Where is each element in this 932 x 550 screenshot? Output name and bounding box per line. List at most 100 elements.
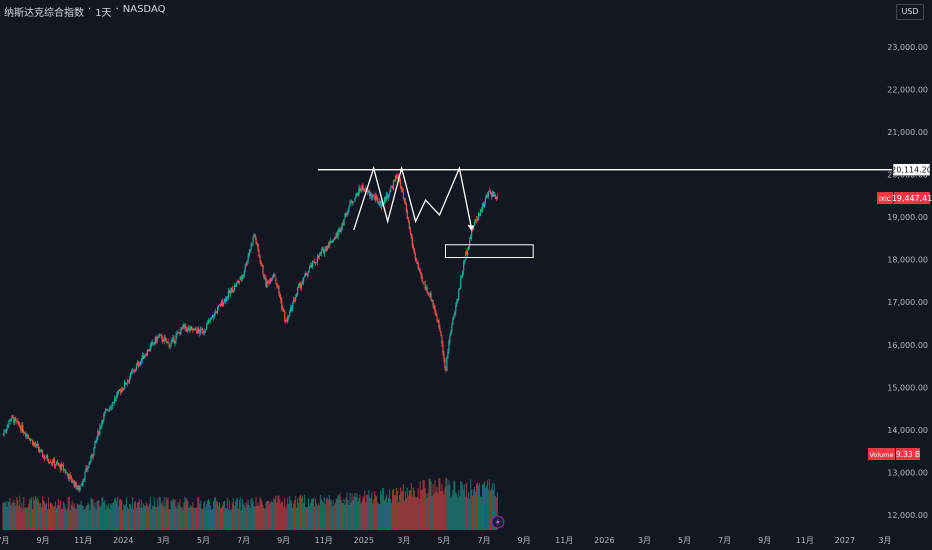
volume-bar (55, 507, 57, 530)
volume-bar (436, 486, 438, 530)
candle-body (381, 201, 383, 208)
candle-body (292, 303, 294, 312)
volume-bar (449, 485, 451, 530)
candle-body (377, 197, 379, 204)
candle-body (431, 300, 433, 302)
volume-bar (307, 498, 310, 530)
volume-bar (250, 499, 252, 530)
candle-body (429, 292, 431, 295)
volume-bar (302, 495, 304, 530)
volume-bar (46, 509, 49, 530)
candle-body (270, 278, 272, 281)
candle-body (483, 203, 486, 208)
volume-bar (468, 492, 470, 530)
volume-bar (432, 484, 434, 530)
candle-body (444, 359, 446, 368)
candle-body (308, 267, 311, 270)
volume-bar (377, 502, 379, 530)
candle-body (136, 362, 139, 366)
candle-body (324, 246, 326, 250)
candle-body (62, 465, 64, 470)
volume-bar (396, 490, 399, 530)
volume-bar (271, 500, 273, 530)
candle-body (320, 250, 322, 254)
volume-bar (458, 490, 460, 530)
candle-body (38, 449, 41, 452)
candle-body (306, 274, 309, 276)
volume-bar (249, 508, 251, 530)
volume-bar (339, 493, 341, 530)
candle-body (42, 455, 45, 458)
candle-body (169, 345, 171, 347)
volume-bar (363, 496, 365, 530)
volume-bar (335, 499, 337, 530)
volume-bar (355, 497, 357, 530)
volume-bar (140, 499, 142, 530)
volume-bar (66, 508, 68, 530)
symbol-header: 纳斯达克综合指数 · 1天 · NASDAQ (4, 4, 165, 19)
volume-bar (105, 509, 107, 530)
volume-bar (422, 480, 424, 530)
volume-bar (245, 502, 247, 530)
candle-body (368, 191, 370, 193)
currency-button[interactable]: USD (896, 4, 924, 20)
volume-bar (243, 504, 245, 530)
candle-body (167, 341, 169, 343)
candle-body (374, 196, 376, 200)
volume-bar (275, 495, 277, 530)
candle-body (96, 437, 98, 442)
candle-body (299, 283, 302, 289)
volume-bar (384, 500, 386, 530)
volume-bar (357, 501, 359, 530)
volume-bar (409, 490, 411, 530)
volume-bar (306, 506, 309, 530)
volume-bar (479, 496, 482, 530)
candle-body (263, 274, 265, 279)
volume-bar (150, 508, 152, 530)
candle-body (58, 464, 60, 466)
volume-bar (25, 507, 27, 530)
volume-bar (258, 505, 260, 530)
candle-body (56, 461, 58, 464)
candle-body (464, 259, 466, 263)
candle-body (139, 361, 142, 365)
candle-body (332, 239, 334, 243)
volume-bar (204, 501, 206, 530)
candle-body (493, 194, 495, 197)
volume-bar (380, 490, 382, 530)
volume-bar (318, 505, 320, 530)
volume-bar (480, 497, 483, 530)
x-tick-label: 3月 (397, 536, 410, 545)
candle-body (353, 201, 355, 203)
volume-bar (496, 492, 498, 530)
candle-body (367, 189, 369, 193)
candle-body (379, 201, 381, 206)
volume-bar (41, 496, 44, 530)
candle-body (284, 311, 286, 321)
candle-body (409, 229, 411, 233)
candle-body (99, 426, 101, 434)
candle-body (10, 418, 12, 422)
candle-body (226, 296, 229, 298)
candle-body (482, 203, 485, 207)
candle-body (137, 362, 140, 366)
volume-bar (304, 506, 307, 530)
candle-body (487, 191, 490, 197)
candle-body (389, 188, 392, 193)
volume-bar (371, 492, 373, 530)
volume-bar (129, 504, 132, 530)
candle-body (437, 320, 439, 322)
candle-body (295, 297, 297, 301)
candle-body (172, 337, 174, 340)
candle-body (327, 245, 329, 248)
volume-bar (244, 507, 246, 530)
interval-label[interactable]: 1天 (95, 8, 112, 19)
candle-body (370, 193, 372, 197)
volume-bar (21, 502, 23, 530)
volume-bar (52, 506, 54, 530)
symbol-name[interactable]: 纳斯达克综合指数 (4, 8, 84, 19)
candle-body (433, 304, 435, 308)
x-tick-label: 3月 (638, 536, 651, 545)
volume-bar (49, 502, 52, 530)
